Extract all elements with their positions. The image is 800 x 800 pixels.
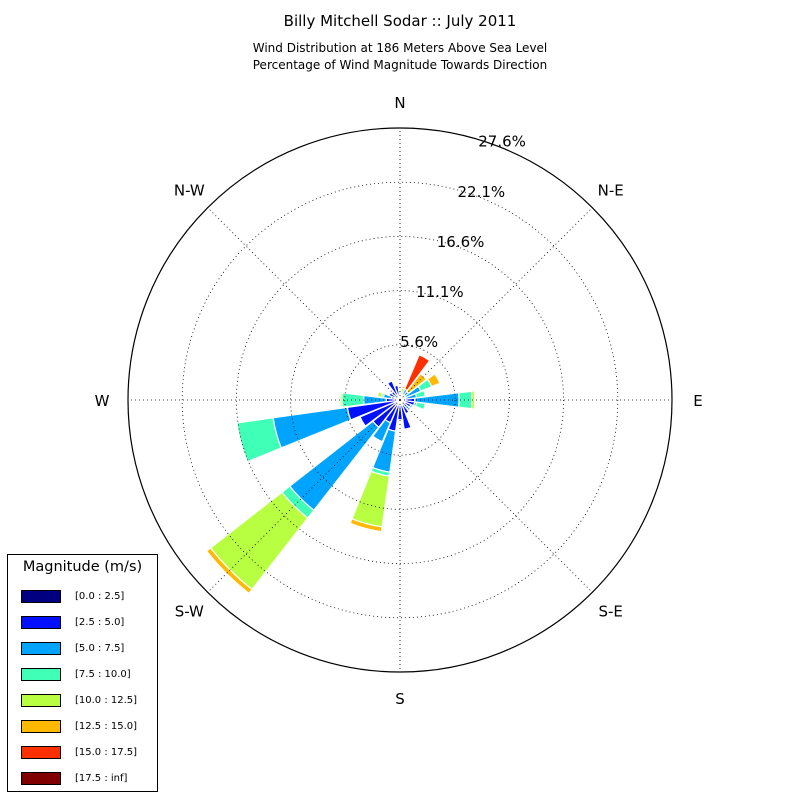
chart-subtitle-line-2: Percentage of Wind Magnitude Towards Dir… <box>252 58 548 72</box>
legend-swatch <box>21 667 61 681</box>
chart-title: Billy Mitchell Sodar :: July 2011 <box>283 12 517 30</box>
wedge-270-bin-4 <box>339 392 343 408</box>
legend-item: [5.0 : 7.5] <box>21 641 124 655</box>
wedge-345-bin-1 <box>393 384 401 399</box>
legend-swatch <box>21 771 61 785</box>
wedge-105-bin-3 <box>414 401 427 411</box>
direction-label-N: N <box>394 94 405 112</box>
radial-tick-label-4: 27.6% <box>478 133 526 151</box>
legend-item: [2.5 : 5.0] <box>21 615 124 629</box>
legend-title: Magnitude (m/s) <box>22 559 143 575</box>
direction-label-N-E: N-E <box>598 181 624 199</box>
legend-label: [15.0 : 17.5] <box>75 746 138 758</box>
grid-circle-2 <box>236 236 564 564</box>
legend-item: [15.0 : 17.5] <box>21 745 137 759</box>
spoke-N-E <box>399 207 593 401</box>
wedge-225-bin-4 <box>209 491 309 591</box>
legend-label: [10.0 : 12.5] <box>75 694 138 706</box>
legend-label: [12.5 : 15.0] <box>75 720 138 732</box>
outer-circle <box>127 127 673 673</box>
legend-label: [5.0 : 7.5] <box>75 642 125 654</box>
wedge-120-bin-2 <box>408 403 414 410</box>
direction-label-N-W: N-W <box>174 181 205 199</box>
wedge-210-bin-2 <box>371 418 392 443</box>
direction-label-S: S <box>395 690 405 708</box>
direction-label-W: W <box>95 392 110 410</box>
legend-item: [12.5 : 15.0] <box>21 719 137 733</box>
wedge-285-bin-4 <box>376 390 384 399</box>
legend-label: [0.0 : 2.5] <box>75 590 125 602</box>
legend-label: [17.5 : inf] <box>75 772 128 784</box>
direction-label-E: E <box>693 392 702 410</box>
legend-swatch <box>21 693 61 707</box>
wedge-90-bin-4 <box>470 390 476 410</box>
radial-tick-label-2: 16.6% <box>437 233 485 251</box>
wedge-195-bin-5 <box>349 518 383 533</box>
legend-swatch <box>21 589 61 603</box>
chart-subtitle-line-1: Wind Distribution at 186 Meters Above Se… <box>252 41 548 55</box>
radial-tick-label-1: 11.1% <box>416 283 464 301</box>
legend-item: [10.0 : 12.5] <box>21 693 137 707</box>
radial-tick-label-3: 22.1% <box>458 183 506 201</box>
wedge-225-bin-5 <box>205 547 253 595</box>
legend-item: [17.5 : inf] <box>21 771 127 785</box>
wedge-255-bin-3 <box>236 417 282 463</box>
legend-item: [0.0 : 2.5] <box>21 589 124 603</box>
wedge-195-bin-4 <box>351 470 390 528</box>
legend: Magnitude (m/s) [0.0 : 2.5] [2.5 : 5.0] [5… <box>7 554 158 792</box>
wedge-255-bin-2 <box>272 406 352 449</box>
grid-circle-3 <box>181 181 619 619</box>
direction-label-S-W: S-W <box>175 603 204 621</box>
legend-item: [7.5 : 10.0] <box>21 667 131 681</box>
spoke-N-W <box>207 207 401 401</box>
grid-circle-0 <box>344 344 456 456</box>
legend-label: [2.5 : 5.0] <box>75 616 125 628</box>
wedge-60-bin-5 <box>426 373 441 388</box>
grid-circle-1 <box>290 290 510 510</box>
spoke-S-W <box>207 399 401 593</box>
radial-tick-label-0: 5.6% <box>400 333 438 351</box>
legend-swatch <box>21 615 61 629</box>
direction-label-S-E: S-E <box>599 603 623 621</box>
legend-swatch <box>21 745 61 759</box>
wedge-30-bin-6 <box>403 353 431 392</box>
legend-label: [7.5 : 10.0] <box>75 668 131 680</box>
spoke-S-E <box>399 399 593 593</box>
legend-swatch <box>21 719 61 733</box>
legend-swatch <box>21 641 61 655</box>
